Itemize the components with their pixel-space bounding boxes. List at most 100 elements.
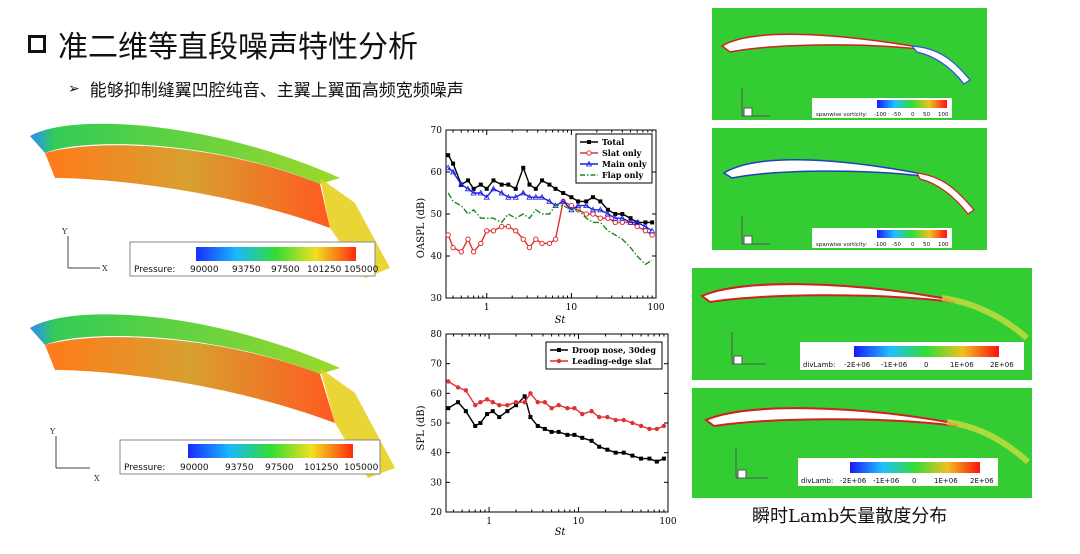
- data-point: [478, 182, 483, 187]
- data-point: [546, 240, 553, 247]
- data-point: [490, 409, 495, 414]
- data-point: [612, 214, 619, 221]
- data-point: [477, 189, 484, 196]
- colorbar-tick: 90000: [180, 463, 209, 473]
- data-point: [463, 388, 469, 393]
- svg-text:Y: Y: [49, 427, 56, 436]
- data-point: [630, 453, 635, 458]
- colorbar-label: Pressure:: [124, 463, 165, 473]
- legend-marker: [585, 160, 593, 167]
- data-point: [649, 232, 655, 238]
- colorbar-tick: 2E+06: [990, 361, 1014, 369]
- data-point: [639, 456, 644, 461]
- x-axis-label: St: [555, 315, 567, 326]
- data-point: [513, 400, 519, 405]
- data-point: [499, 182, 504, 187]
- data-point: [445, 232, 451, 238]
- data-point: [561, 191, 566, 195]
- data-point: [597, 444, 602, 449]
- colorbar-tick: 1E+06: [950, 361, 974, 369]
- data-point: [497, 403, 502, 408]
- data-point: [549, 429, 554, 434]
- data-point: [535, 423, 540, 428]
- data-point: [638, 423, 644, 429]
- x-tick-label: 100: [659, 517, 676, 527]
- data-point: [513, 228, 519, 234]
- data-point: [654, 459, 659, 464]
- legend-label: Total: [602, 137, 624, 147]
- wing-view-top: YX Pressure: 90000 93750 97500 101250 10…: [30, 123, 390, 278]
- data-point: [484, 186, 489, 191]
- legend-label: Flap only: [602, 170, 643, 180]
- legend-marker: [586, 150, 592, 156]
- x-tick-label: 10: [566, 303, 578, 313]
- data-point: [605, 215, 611, 221]
- data-point: [539, 240, 545, 247]
- data-point: [533, 186, 538, 191]
- data-point: [491, 178, 496, 183]
- legend-marker: [556, 358, 562, 364]
- y-tick-label: 70: [431, 360, 443, 370]
- data-point: [505, 409, 510, 414]
- data-point: [505, 403, 510, 408]
- data-point: [565, 405, 570, 411]
- vorticity-panel-bottom: spanwise vorticity: -100 -50 0 50 100: [712, 128, 987, 250]
- data-point: [620, 212, 625, 216]
- data-point: [456, 400, 461, 405]
- data-point: [580, 411, 585, 417]
- data-point: [583, 211, 589, 217]
- wing-view-bottom: YX Pressure: 90000 93750 97500 101250 10…: [30, 314, 395, 483]
- data-point: [583, 202, 590, 208]
- data-point: [451, 161, 456, 166]
- colorbar-tick: 100: [938, 242, 949, 248]
- data-point: [584, 199, 589, 204]
- data-point: [542, 400, 548, 405]
- legend-label: Slat only: [602, 148, 642, 158]
- vorticity-panel-top: spanwise vorticity: -100 -50 0 50 100: [712, 8, 987, 120]
- airfoil-slat-main: [720, 33, 928, 53]
- y-tick-label: 40: [431, 449, 443, 459]
- data-point: [532, 193, 539, 200]
- x-tick-label: 1: [486, 517, 492, 527]
- data-point: [471, 186, 476, 191]
- data-point: [520, 189, 527, 196]
- y-tick-label: 30: [431, 294, 443, 304]
- data-point: [490, 185, 497, 192]
- axis-triad-icon: YX: [61, 227, 108, 273]
- data-point: [547, 182, 552, 187]
- y-axis-label: SPL (dB): [416, 405, 427, 450]
- data-point: [634, 223, 640, 230]
- data-point: [598, 199, 603, 204]
- y-tick-label: 70: [431, 126, 443, 136]
- data-point: [556, 429, 561, 434]
- data-point: [643, 220, 648, 225]
- data-point: [647, 426, 652, 432]
- data-point: [628, 216, 633, 221]
- lamb-colorbar: divLamb: -2E+06 -1E+06 0 1E+06 2E+06: [798, 458, 998, 486]
- data-point: [484, 228, 490, 234]
- data-point: [542, 426, 547, 431]
- data-point: [520, 236, 526, 242]
- data-point: [604, 210, 612, 217]
- vorticity-colorbar: spanwise vorticity: -100 -50 0 50 100: [812, 98, 952, 118]
- x-tick-label: 10: [573, 517, 585, 527]
- y-tick-label: 50: [431, 210, 443, 220]
- data-point: [589, 206, 597, 213]
- data-point: [590, 211, 596, 217]
- data-point: [528, 415, 533, 420]
- colorbar-tick: 105000: [344, 265, 379, 275]
- data-point: [464, 185, 472, 192]
- wing-upper-surface: [30, 314, 340, 374]
- colorbar-tick: 1E+06: [934, 477, 958, 485]
- svg-text:Y: Y: [61, 227, 68, 236]
- data-point: [478, 400, 483, 405]
- colorbar-tick: 50: [923, 112, 930, 118]
- lamb-panel-top: divLamb: -2E+06 -1E+06 0 1E+06 2E+06: [692, 268, 1032, 380]
- colorbar-tick: -1E+06: [881, 361, 908, 369]
- data-point: [465, 178, 470, 183]
- colorbar-tick: -50: [892, 242, 901, 248]
- colorbar-tick: -2E+06: [840, 477, 867, 485]
- data-point: [484, 397, 490, 402]
- y-tick-label: 80: [431, 330, 443, 340]
- data-point: [455, 385, 461, 390]
